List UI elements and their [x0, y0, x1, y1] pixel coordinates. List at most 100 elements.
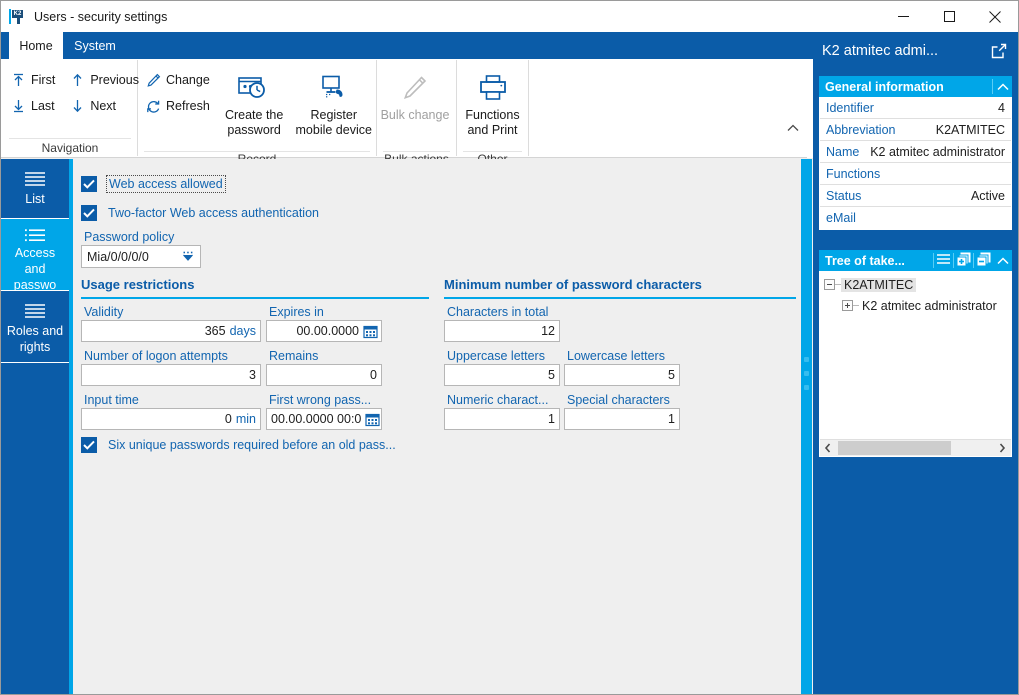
- ribbon-button-previous[interactable]: Previous: [62, 67, 146, 93]
- sidebar-item-roles-and-rights[interactable]: Roles and rights: [1, 291, 69, 363]
- numeric-characters-input[interactable]: 1: [444, 408, 560, 430]
- maximize-button[interactable]: [926, 1, 972, 32]
- special-characters-input[interactable]: 1: [564, 408, 680, 430]
- input-time-label: Input time: [84, 393, 139, 407]
- ribbon-body: First Last: [1, 59, 807, 166]
- tree-connector: [853, 305, 859, 306]
- info-row-identifier-key: Identifier: [826, 100, 874, 115]
- tree-node-k2atmitec[interactable]: K2ATMITEC: [820, 275, 1011, 294]
- panel-splitter[interactable]: [800, 159, 813, 694]
- general-information-collapse-button[interactable]: [993, 76, 1012, 97]
- info-row-abbreviation[interactable]: Abbreviation K2ATMITEC: [820, 119, 1011, 141]
- tree-view[interactable]: K2ATMITEC K2 atmitec administrator: [820, 271, 1011, 439]
- chevron-left-icon[interactable]: [820, 441, 836, 456]
- tree-collapse-toggle-icon[interactable]: [824, 279, 835, 290]
- info-row-name-key: Name: [826, 144, 860, 159]
- checkbox-web-access-allowed[interactable]: Web access allowed: [81, 175, 226, 193]
- password-policy-value: Mia/0/0/0/0: [87, 249, 149, 264]
- tab-system[interactable]: System: [74, 38, 116, 53]
- tab-home[interactable]: Home: [9, 32, 63, 59]
- tree-panel-header: Tree of take...: [819, 250, 1012, 271]
- tree-expand-toggle-icon[interactable]: [842, 300, 853, 311]
- ribbon-button-previous-label: Previous: [90, 73, 139, 87]
- logon-attempts-value: 3: [249, 368, 256, 382]
- divider: [992, 79, 993, 94]
- info-row-status[interactable]: Status Active: [820, 185, 1011, 207]
- input-time-input[interactable]: 0 min: [81, 408, 261, 430]
- ribbon-button-refresh[interactable]: Refresh: [138, 93, 217, 119]
- pencil-icon: [145, 72, 161, 88]
- right-panel: K2 atmitec admi... General information: [813, 32, 1018, 694]
- ribbon-button-bulk-change-label: Bulk change: [380, 108, 450, 122]
- combo-dropdown-icon[interactable]: [178, 250, 198, 263]
- info-row-name[interactable]: Name K2 atmitec administrator: [820, 141, 1011, 163]
- info-row-identifier[interactable]: Identifier 4: [820, 97, 1011, 119]
- title-bar: K2 Users - security settings: [1, 1, 1018, 32]
- chevron-up-icon: [996, 254, 1009, 268]
- list-lines-icon: [936, 253, 951, 268]
- checkbox-two-factor-web-auth[interactable]: Two-factor Web access authentication: [81, 205, 321, 221]
- lowercase-letters-input[interactable]: 5: [564, 364, 680, 386]
- validity-input[interactable]: 365 days: [81, 320, 261, 342]
- validity-label: Validity: [84, 305, 124, 319]
- tree-panel-collapse-button[interactable]: [993, 250, 1012, 271]
- ribbon-button-change[interactable]: Change: [138, 67, 217, 93]
- tree-collapse-all-button[interactable]: [974, 250, 993, 271]
- first-wrong-password-input[interactable]: 00.00.0000 00:0: [266, 408, 382, 430]
- calendar-icon[interactable]: [364, 411, 381, 428]
- sidebar-item-list[interactable]: List: [1, 159, 69, 219]
- uppercase-letters-input[interactable]: 5: [444, 364, 560, 386]
- tree-node-k2-atmitec-administrator[interactable]: K2 atmitec administrator: [820, 296, 1011, 315]
- info-row-email-key: eMail: [826, 211, 856, 225]
- special-characters-value: 1: [668, 412, 675, 426]
- tree-panel-body: K2ATMITEC K2 atmitec administrator: [819, 271, 1012, 457]
- sidebar-item-list-label: List: [25, 192, 45, 206]
- expires-in-label: Expires in: [269, 305, 324, 319]
- password-policy-combo[interactable]: Mia/0/0/0/0: [81, 245, 201, 268]
- scrollbar-thumb[interactable]: [838, 441, 951, 455]
- chevron-right-icon[interactable]: [994, 441, 1010, 456]
- ribbon-button-next[interactable]: Next: [62, 93, 146, 119]
- right-panel-title: K2 atmitec admi...: [822, 43, 939, 59]
- tree-horizontal-scrollbar[interactable]: [820, 439, 1011, 456]
- grip-dots-icon: [804, 357, 809, 362]
- info-row-name-value: K2 atmitec administrator: [870, 144, 1005, 159]
- calendar-icon[interactable]: [362, 323, 379, 340]
- ribbon-button-register-mobile[interactable]: Create the password Register mobile devi…: [291, 65, 376, 151]
- tree-node-k2atmitec-label: K2ATMITEC: [841, 277, 917, 292]
- ribbon-button-last[interactable]: Last: [3, 93, 62, 119]
- ribbon-group-bulk-actions: Bulk change Bulk actions: [377, 60, 457, 166]
- logon-attempts-input[interactable]: 3: [81, 364, 261, 386]
- info-row-email[interactable]: eMail: [820, 207, 1011, 229]
- general-information-title: General information: [825, 79, 944, 94]
- ribbon-button-first-label: First: [31, 73, 56, 87]
- close-button[interactable]: [972, 1, 1018, 32]
- tree-list-view-button[interactable]: [934, 250, 953, 271]
- checkbox-six-unique-passwords[interactable]: Six unique passwords required before an …: [81, 437, 398, 453]
- minimize-button[interactable]: [880, 1, 926, 32]
- checkbox-two-factor-web-auth-label: Two-factor Web access authentication: [108, 206, 319, 220]
- tree-node-k2-atmitec-administrator-label: K2 atmitec administrator: [862, 298, 997, 313]
- sidebar-item-access-and-password[interactable]: Access and passwo: [1, 219, 69, 291]
- chevron-up-icon[interactable]: [785, 120, 801, 136]
- general-information-header[interactable]: General information: [819, 76, 1012, 97]
- remains-value: 0: [370, 368, 377, 382]
- ribbon-button-first[interactable]: First: [3, 67, 62, 93]
- chevron-up-icon: [996, 80, 1009, 94]
- info-row-functions[interactable]: Functions: [820, 163, 1011, 185]
- main-content: Web access allowed Two-factor Web access…: [73, 159, 800, 694]
- section-rule-usage-restrictions: [81, 297, 429, 299]
- ribbon-button-create-password[interactable]: Create the password: [217, 65, 292, 151]
- ribbon-button-create-password-label: Create the password: [224, 108, 284, 137]
- k2-logo-icon: K2: [9, 8, 27, 26]
- splitter-bar[interactable]: [801, 159, 812, 694]
- ribbon-button-bulk-change[interactable]: Bulk change: [377, 65, 453, 151]
- ribbon-button-functions-and-print[interactable]: Functions and Print: [457, 65, 528, 151]
- window-title: Users - security settings: [34, 9, 168, 24]
- popout-icon[interactable]: [990, 42, 1008, 60]
- tree-expand-all-button[interactable]: [954, 250, 973, 271]
- divider: [933, 253, 934, 268]
- characters-in-total-input[interactable]: 12: [444, 320, 560, 342]
- expires-in-input[interactable]: 00.00.0000: [266, 320, 382, 342]
- remains-input[interactable]: 0: [266, 364, 382, 386]
